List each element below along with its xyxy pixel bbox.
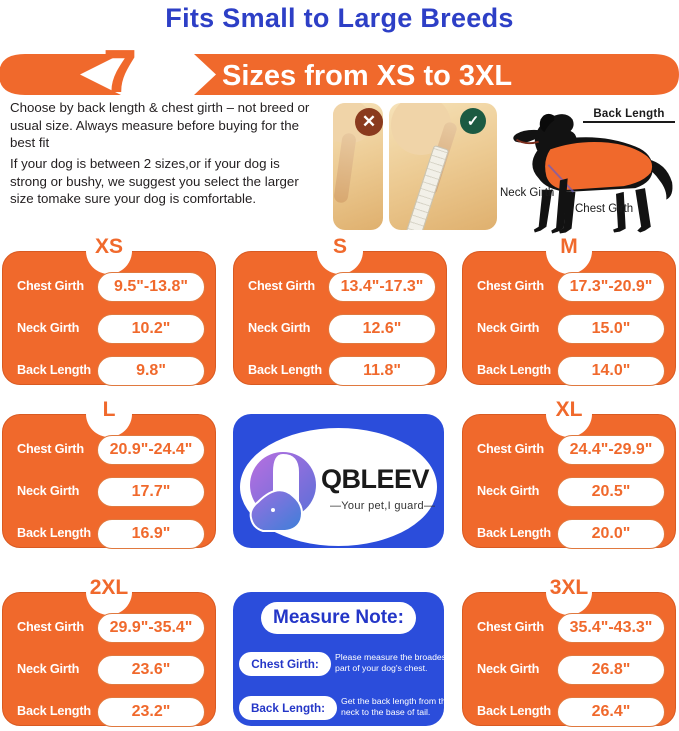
svg-text:Sizes from XS to 3XL: Sizes from XS to 3XL: [222, 60, 512, 92]
svg-text:7: 7: [104, 42, 136, 104]
